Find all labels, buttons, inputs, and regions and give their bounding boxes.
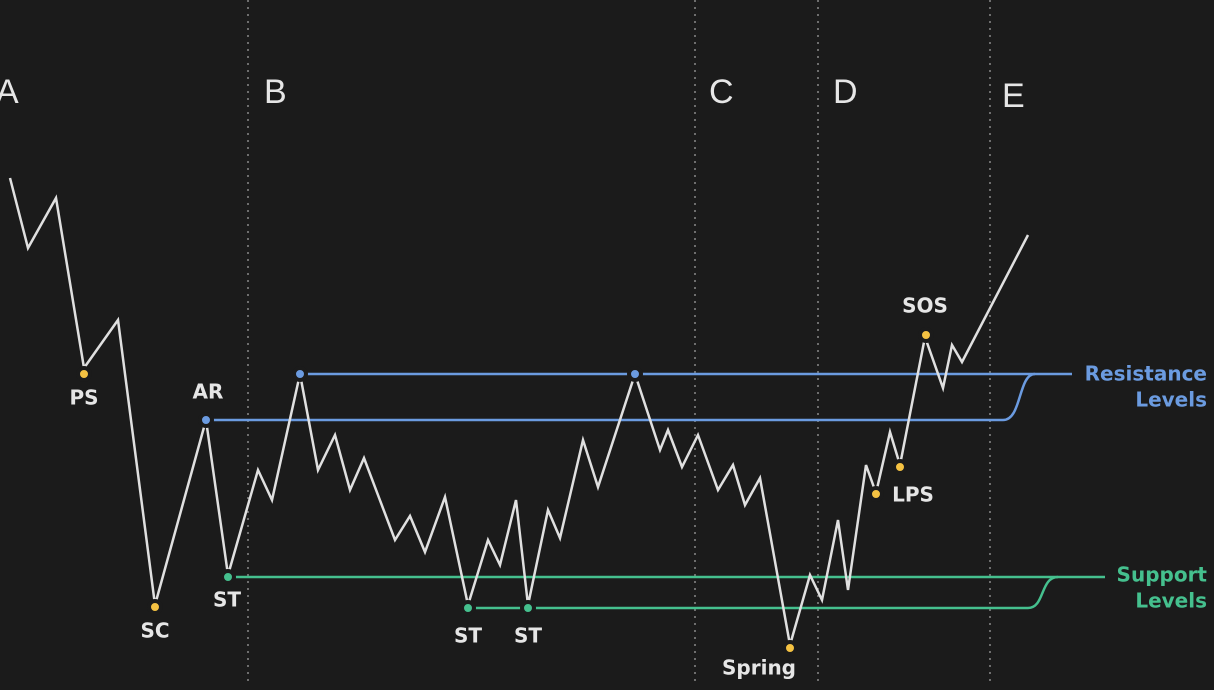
resistance-lines <box>206 372 1072 422</box>
phase-label: A <box>0 73 19 111</box>
price-path <box>8 177 1030 646</box>
event-label: SOS <box>902 294 948 318</box>
legend-text: Levels <box>1135 589 1207 613</box>
event-label: ST <box>454 624 482 648</box>
event-label: LPS <box>892 483 934 507</box>
phase-label: C <box>709 73 734 111</box>
event-label: PS <box>69 386 98 410</box>
points <box>76 327 934 656</box>
event-label: ST <box>514 624 542 648</box>
event-label: AR <box>193 380 224 404</box>
legend-text: Support <box>1117 563 1208 587</box>
phase-label: D <box>833 73 858 111</box>
legend-text: Levels <box>1135 388 1207 412</box>
event-label: Spring <box>722 656 796 680</box>
event-label: SC <box>140 619 169 643</box>
phase-label: B <box>264 73 287 111</box>
phase-dividers <box>247 0 991 686</box>
support-lines <box>228 575 1105 610</box>
legend-text: Resistance <box>1085 362 1207 386</box>
event-label: ST <box>213 588 241 612</box>
phase-label: E <box>1002 77 1025 115</box>
